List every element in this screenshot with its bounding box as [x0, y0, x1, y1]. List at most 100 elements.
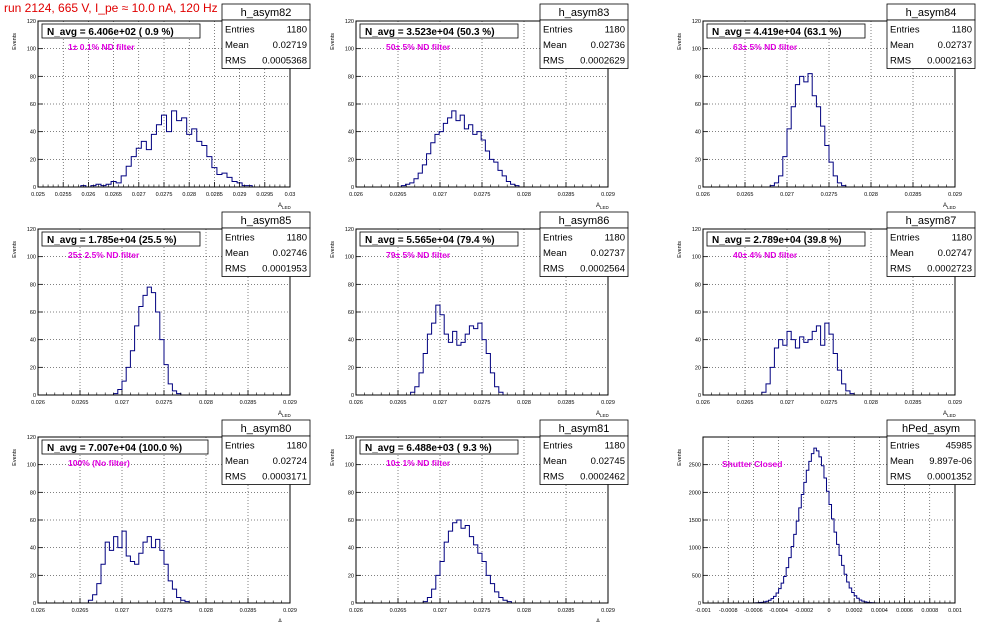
- x-tick-label: 0.026: [31, 400, 45, 406]
- histogram-name: h_asym87: [906, 215, 957, 227]
- x-tick-label: 0.026: [696, 192, 710, 198]
- y-tick-label: 0: [698, 601, 701, 607]
- stats-value: 1180: [605, 25, 625, 36]
- navg-label: N_avg = 3.523e+04 (50.3 %): [365, 27, 495, 38]
- stats-box: [539, 19, 629, 69]
- x-tick-label: 0.028: [517, 192, 531, 198]
- y-tick-label: 120: [345, 435, 354, 441]
- y-tick-label: 20: [348, 157, 354, 163]
- histogram-series-hPed_asym: [752, 447, 905, 604]
- y-tick-label: 60: [30, 518, 36, 524]
- y-axis-label: Events: [677, 449, 683, 466]
- x-tick-label: 0.0275: [821, 400, 838, 406]
- stats-value: 1180: [287, 25, 307, 36]
- stats-label: Mean: [543, 248, 567, 259]
- x-tick-label: 0.028: [199, 608, 213, 614]
- y-tick-label: 20: [348, 573, 354, 579]
- y-tick-label: 120: [692, 227, 701, 233]
- y-tick-label: 80: [695, 282, 701, 288]
- x-tick-label: 0.0285: [905, 192, 922, 198]
- y-axis-label: Events: [12, 241, 18, 258]
- histogram-series-h_asym85: [113, 286, 182, 395]
- y-tick-label: 0: [351, 185, 354, 191]
- x-tick-label: 0.027: [132, 192, 146, 198]
- navg-box: [41, 231, 201, 247]
- histogram-name: h_asym81: [559, 423, 610, 435]
- stats-value: 0.02745: [591, 456, 625, 467]
- y-tick-label: 80: [30, 74, 36, 80]
- x-tick-label: 0.001: [948, 608, 962, 614]
- histogram-panel-h_asym85: 0.026 0.0265 0.027 0.0275 0.028 0.0285 0.029 0 2…: [12, 211, 311, 418]
- stats-value: 0.02747: [938, 248, 972, 259]
- histogram-series-h_asym86: [410, 304, 504, 395]
- x-tick-label: -0.0004: [769, 608, 788, 614]
- y-axis-label: Events: [677, 241, 683, 258]
- y-tick-label: 40: [30, 130, 36, 136]
- stats-label: RMS: [543, 472, 564, 483]
- y-tick-label: 500: [692, 573, 701, 579]
- x-tick-label: 0.029: [601, 192, 615, 198]
- x-tick-label: 0.029: [233, 192, 247, 198]
- stats-box: [221, 19, 311, 69]
- y-tick-label: 60: [30, 310, 36, 316]
- histogram-series-h_asym80: [87, 530, 190, 603]
- x-tick-label: 0.0275: [156, 608, 173, 614]
- y-tick-label: 80: [30, 282, 36, 288]
- stats-value: 1180: [605, 441, 625, 452]
- navg-box: [706, 231, 866, 247]
- y-tick-label: 60: [695, 310, 701, 316]
- x-tick-label: -0.0002: [794, 608, 813, 614]
- x-tick-label: -0.001: [695, 608, 711, 614]
- x-tick-label: 0.029: [948, 192, 962, 198]
- x-tick-label: 0.026: [349, 608, 363, 614]
- histogram-panel-h_asym83: 0.026 0.0265 0.027 0.0275 0.028 0.0285 0.029 0 2…: [330, 3, 629, 210]
- x-tick-label: 0.026: [31, 608, 45, 614]
- filter-annotation: 40± 4% ND filter: [733, 250, 798, 260]
- x-tick-label: 0.026: [349, 192, 363, 198]
- navg-box: [41, 23, 201, 39]
- filter-annotation: 50± 5% ND filter: [386, 42, 451, 52]
- x-tick-label: 0.0295: [256, 192, 273, 198]
- y-tick-label: 100: [345, 255, 354, 261]
- x-tick-label: 0.0265: [737, 192, 754, 198]
- x-axis-label: ALED: [278, 411, 292, 418]
- y-tick-label: 40: [30, 338, 36, 344]
- y-axis-label: Events: [330, 449, 336, 466]
- y-tick-label: 120: [345, 19, 354, 25]
- y-tick-label: 40: [348, 130, 354, 136]
- stats-box: [886, 435, 976, 485]
- x-axis-label: ALED: [596, 203, 610, 210]
- y-tick-label: 60: [348, 518, 354, 524]
- histogram-name: h_asym86: [559, 215, 610, 227]
- y-tick-label: 40: [30, 546, 36, 552]
- stats-label: Entries: [225, 233, 255, 244]
- x-axis-label: ALED: [943, 411, 957, 418]
- x-tick-label: 0.027: [433, 400, 447, 406]
- x-tick-label: 0.0285: [558, 192, 575, 198]
- x-axis-label-subscript: LED: [947, 205, 957, 210]
- y-tick-label: 20: [30, 365, 36, 371]
- stats-label: RMS: [225, 472, 246, 483]
- stats-value: 0.02724: [273, 456, 307, 467]
- x-axis-label-subscript: LED: [282, 413, 292, 418]
- y-axis-label: Events: [330, 241, 336, 258]
- x-tick-label: 0.029: [948, 400, 962, 406]
- x-tick-label: 0.0275: [474, 608, 491, 614]
- y-tick-label: 1500: [689, 518, 701, 524]
- x-axis-label: ALED: [943, 203, 957, 210]
- histogram-series-h_asym84: [769, 73, 847, 187]
- x-tick-label: 0.0285: [905, 400, 922, 406]
- x-tick-label: 0.0275: [156, 400, 173, 406]
- x-tick-label: 0.026: [696, 400, 710, 406]
- y-tick-label: 100: [27, 47, 36, 53]
- y-tick-label: 40: [695, 338, 701, 344]
- y-tick-label: 2000: [689, 490, 701, 496]
- x-tick-label: 0.0006: [896, 608, 913, 614]
- stats-label: Entries: [225, 25, 255, 36]
- stats-value: 0.02746: [273, 248, 307, 259]
- navg-label: N_avg = 1.785e+04 (25.5 %): [47, 235, 177, 246]
- stats-box: [539, 435, 629, 485]
- x-tick-label: 0.0285: [240, 400, 257, 406]
- y-tick-label: 0: [33, 185, 36, 191]
- stats-value: 1180: [952, 25, 972, 36]
